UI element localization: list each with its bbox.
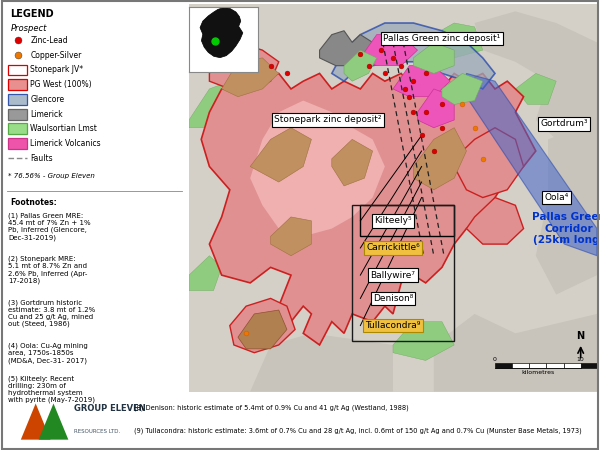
Polygon shape (536, 120, 597, 295)
Polygon shape (230, 298, 295, 353)
Bar (8, 94, 27, 105)
Polygon shape (466, 73, 597, 256)
Text: Zinc-Lead: Zinc-Lead (31, 36, 68, 45)
Polygon shape (413, 42, 454, 73)
Bar (8, 109, 27, 120)
Text: 10: 10 (577, 357, 584, 362)
Polygon shape (418, 89, 454, 128)
Text: (4) Oola: Cu-Ag mining
area, 1750s-1850s
(MD&A, Dec-31- 2017): (4) Oola: Cu-Ag mining area, 1750s-1850s… (8, 342, 88, 364)
Text: Stonepark JV*: Stonepark JV* (31, 65, 83, 74)
Text: (5) Kilteely: Recent
drilling: 230m of
hydrothermal system
with pyrite (May-7-20: (5) Kilteely: Recent drilling: 230m of h… (8, 375, 95, 403)
Text: kilometres: kilometres (521, 370, 554, 375)
Polygon shape (250, 128, 311, 182)
Text: Prospect: Prospect (10, 24, 47, 33)
Bar (563, 363, 581, 368)
Text: (8) Denison: historic estimate of 5.4mt of 0.9% Cu and 41 g/t Ag (Westland, 1988: (8) Denison: historic estimate of 5.4mt … (134, 405, 409, 411)
Bar (8, 64, 27, 75)
Text: Pallas Green
Corridor
(25km long): Pallas Green Corridor (25km long) (532, 212, 600, 245)
Polygon shape (250, 101, 385, 236)
Polygon shape (442, 73, 483, 104)
Bar (512, 363, 529, 368)
Polygon shape (320, 31, 373, 66)
Text: N: N (577, 331, 585, 341)
Text: Limerick Volcanics: Limerick Volcanics (31, 139, 101, 148)
Text: Carrickittle⁶: Carrickittle⁶ (366, 243, 420, 252)
Polygon shape (475, 11, 597, 140)
Polygon shape (271, 217, 311, 256)
Bar (8, 79, 27, 90)
Polygon shape (413, 128, 466, 190)
Text: RESOURCES LTD.: RESOURCES LTD. (74, 429, 121, 434)
Text: Glencore: Glencore (31, 95, 65, 104)
Text: PG West (100%): PG West (100%) (31, 80, 92, 89)
Text: (3) Gortdrum historic
estimate: 3.8 mt of 1.2%
Cu and 25 g/t Ag, mined
out (Stee: (3) Gortdrum historic estimate: 3.8 mt o… (8, 299, 96, 327)
Polygon shape (332, 140, 373, 186)
Polygon shape (393, 66, 450, 97)
Polygon shape (21, 404, 50, 440)
Text: Waulsortian Lmst: Waulsortian Lmst (31, 124, 97, 133)
Text: Tullacondra⁹: Tullacondra⁹ (365, 321, 421, 330)
Polygon shape (201, 73, 536, 345)
Text: (9) Tullacondra: historic estimate: 3.6mt of 0.7% Cu and 28 g/t Ag, incl. 0.6mt : (9) Tullacondra: historic estimate: 3.6m… (134, 427, 581, 434)
Text: (1) Pallas Green MRE:
45.4 mt of 7% Zn + 1%
Pb, Inferred (Glencore,
Dec-31-2019): (1) Pallas Green MRE: 45.4 mt of 7% Zn +… (8, 212, 91, 241)
Bar (352, 205, 454, 341)
Text: Denison⁸: Denison⁸ (373, 294, 413, 303)
Text: Oola⁴: Oola⁴ (544, 193, 568, 202)
Bar (361, 205, 454, 236)
Polygon shape (393, 322, 454, 360)
Polygon shape (434, 314, 597, 392)
Polygon shape (38, 404, 68, 440)
Polygon shape (344, 50, 377, 81)
Polygon shape (238, 310, 287, 349)
Bar (8, 138, 27, 149)
Text: GROUP ELEVEN: GROUP ELEVEN (74, 405, 146, 414)
Polygon shape (466, 198, 524, 244)
Polygon shape (189, 256, 221, 291)
Polygon shape (332, 23, 495, 89)
Polygon shape (221, 58, 279, 97)
Text: Gortdrum³: Gortdrum³ (541, 119, 588, 128)
Text: * 76.56% - Group Eleven: * 76.56% - Group Eleven (8, 173, 95, 179)
Text: Copper-Silver: Copper-Silver (31, 51, 82, 60)
Text: Ballywire⁷: Ballywire⁷ (371, 270, 416, 279)
Text: Footnotes:: Footnotes: (10, 198, 57, 207)
Polygon shape (434, 23, 483, 58)
Text: LEGEND: LEGEND (10, 9, 54, 19)
Polygon shape (200, 7, 243, 58)
Bar (547, 363, 563, 368)
Text: 0: 0 (493, 357, 497, 362)
Text: Kilteely⁵: Kilteely⁵ (374, 216, 412, 225)
Bar (495, 363, 512, 368)
Polygon shape (361, 35, 418, 66)
Bar (581, 363, 598, 368)
Polygon shape (454, 128, 524, 198)
Bar (8, 123, 27, 134)
Polygon shape (189, 81, 238, 128)
Text: Limerick: Limerick (31, 110, 63, 119)
Polygon shape (209, 42, 279, 89)
Polygon shape (515, 73, 556, 104)
Text: Stonepark zinc deposit²: Stonepark zinc deposit² (274, 116, 382, 125)
Text: (2) Stonepark MRE:
5.1 mt of 8.7% Zn and
2.6% Pb, Inferred (Apr-
17-2018): (2) Stonepark MRE: 5.1 mt of 8.7% Zn and… (8, 256, 88, 284)
Text: Pallas Green zinc deposit¹: Pallas Green zinc deposit¹ (383, 34, 500, 43)
Bar (529, 363, 547, 368)
Polygon shape (250, 333, 393, 392)
Text: Faults: Faults (31, 154, 53, 163)
